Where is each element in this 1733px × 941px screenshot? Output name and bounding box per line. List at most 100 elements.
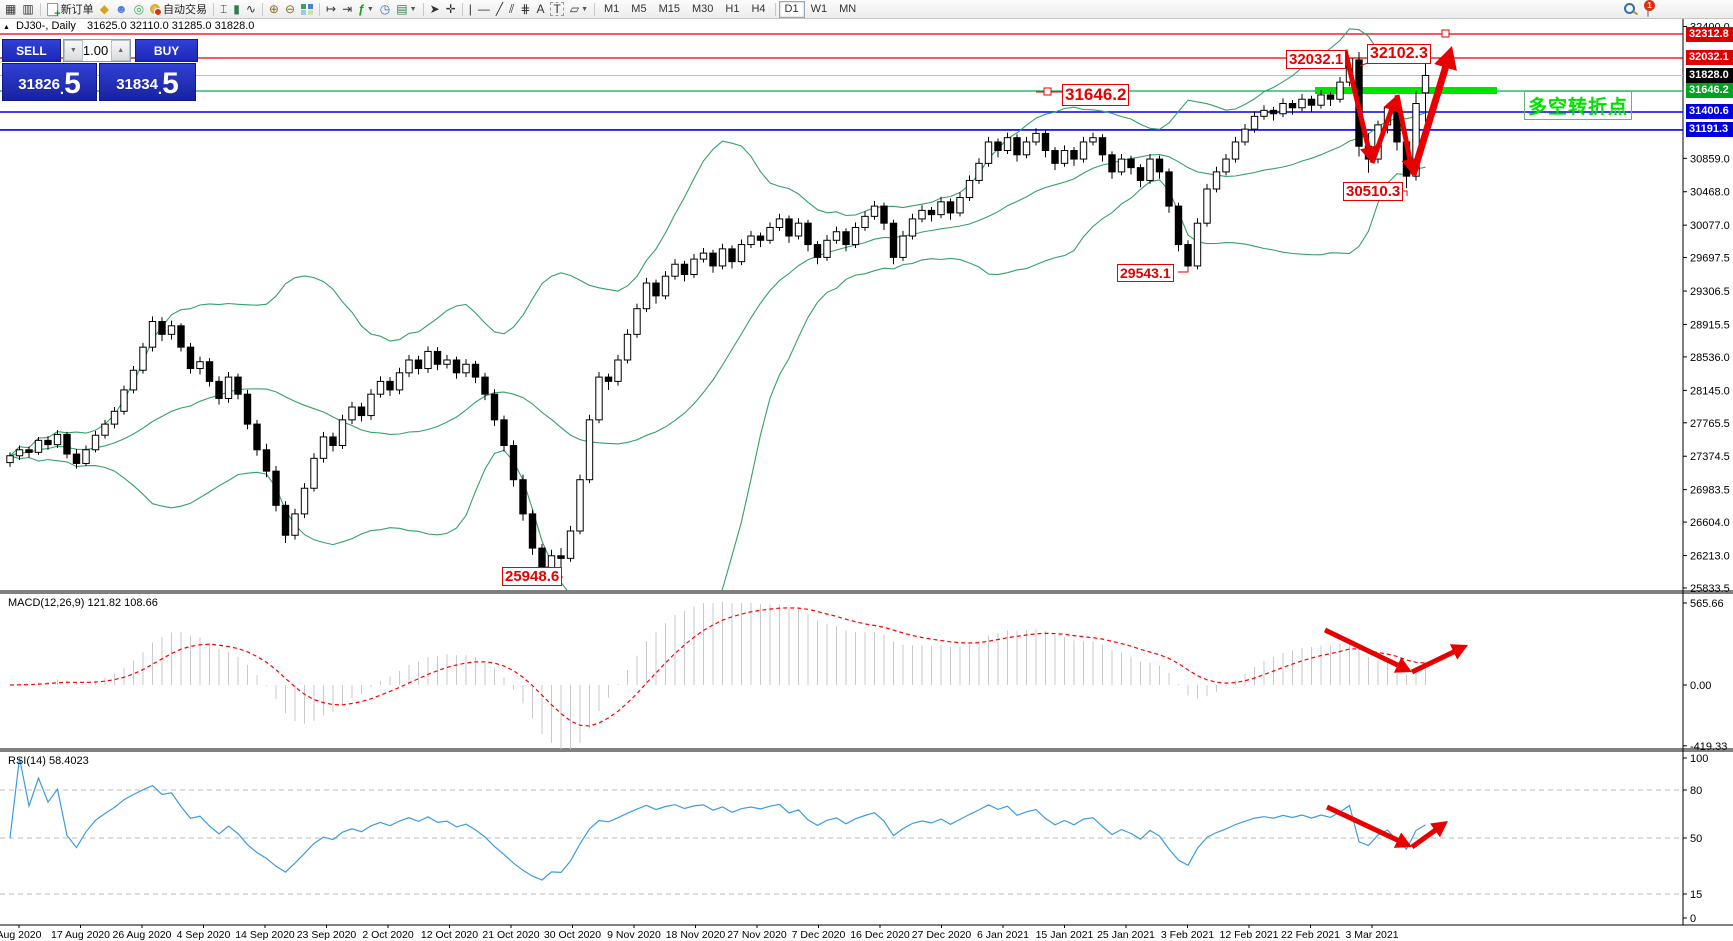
turning-point-text[interactable]: 多空转折点	[1524, 91, 1633, 120]
notifications-icon[interactable]: 1	[1644, 0, 1655, 17]
text-tool-icon[interactable]: A	[536, 2, 545, 16]
indicators-icon[interactable]: ƒ ▼	[358, 2, 374, 16]
volume-field[interactable]: ▼ 1.00 ▲	[62, 39, 132, 62]
timeframe-D1[interactable]: D1	[778, 0, 805, 18]
timeframe-M5[interactable]: M5	[631, 3, 647, 15]
search-icon[interactable]	[1624, 2, 1635, 17]
shapes-icon[interactable]: ▱ ▼	[569, 2, 588, 16]
new-order-button[interactable]: 新订单	[44, 1, 97, 20]
candle	[927, 209, 936, 216]
price-annotation-32032.1[interactable]: 32032.1	[1286, 50, 1347, 69]
price-annotation-30510.3[interactable]: 30510.3	[1343, 182, 1404, 201]
candle	[842, 231, 850, 246]
timeframe-M15[interactable]: M15	[658, 3, 680, 15]
candle	[129, 369, 138, 391]
chart-shift-icon[interactable]: ⇥	[342, 2, 353, 16]
candle	[72, 453, 81, 464]
candle	[1203, 188, 1211, 224]
svg-text:26213.0: 26213.0	[1690, 551, 1730, 563]
bar-chart-icon[interactable]: ⌶	[220, 2, 228, 16]
price-chip-31400.6: 31400.6	[1686, 104, 1733, 120]
svg-text:29306.5: 29306.5	[1690, 286, 1730, 298]
price-annotation-25948.6[interactable]: 25948.6	[502, 567, 563, 586]
auto-scroll-icon[interactable]: ↦	[326, 2, 337, 16]
candle	[234, 376, 242, 395]
candle	[1117, 158, 1126, 173]
candle	[576, 479, 584, 532]
candle	[728, 248, 736, 263]
crosshair-icon[interactable]: ✛	[445, 2, 456, 16]
highlight-zone[interactable]	[1315, 87, 1497, 94]
candle	[946, 201, 955, 214]
signals-icon[interactable]: ◎	[133, 2, 145, 16]
bid-price[interactable]: 31826 . 5	[2, 63, 97, 101]
ask-price[interactable]: 31834 . 5	[99, 63, 196, 101]
candle	[889, 222, 898, 258]
candle	[481, 376, 489, 395]
candle	[813, 244, 822, 258]
candle	[1079, 141, 1088, 160]
new-order-label: 新订单	[60, 4, 94, 16]
candle	[1089, 137, 1097, 143]
candle	[965, 179, 974, 199]
candle	[243, 393, 252, 425]
volume-value[interactable]: 1.00	[82, 43, 109, 58]
title-ohlc: 31625.0 32110.0 31285.0 31828.0	[86, 20, 255, 32]
zoom-in-icon[interactable]: ⊕	[268, 2, 279, 16]
price-annotation-29543.1[interactable]: 29543.1	[1117, 264, 1174, 282]
trend-arrows[interactable]	[1323, 46, 1468, 850]
candle	[253, 423, 261, 451]
candle	[414, 359, 423, 370]
buy-button[interactable]: BUY	[135, 39, 198, 62]
sell-button[interactable]: SELL	[2, 39, 61, 62]
timeframe-H1[interactable]: H1	[725, 3, 740, 15]
candle	[718, 248, 727, 267]
volume-decrease-button[interactable]: ▼	[63, 40, 83, 61]
candle	[652, 282, 660, 297]
candle	[823, 239, 831, 258]
svg-text:0.00: 0.00	[1690, 680, 1711, 692]
macd-panel	[9, 601, 1426, 749]
notification-badge: 1	[1644, 0, 1655, 11]
chart-window-icon[interactable]: ▦	[5, 2, 17, 16]
channel-icon[interactable]: ⫽	[509, 2, 515, 16]
timeframe-M30[interactable]: M30	[691, 3, 714, 15]
candlestick-chart-icon[interactable]: ▮	[233, 2, 240, 16]
line-chart-icon[interactable]: ∿	[245, 2, 256, 16]
expert-advisors-icon[interactable]: ◆	[99, 2, 109, 16]
tile-windows-icon[interactable]	[298, 1, 316, 18]
zoom-out-icon[interactable]: ⊖	[284, 2, 296, 16]
svg-text:80: 80	[1690, 785, 1702, 797]
candle	[661, 275, 670, 297]
fibonacci-icon[interactable]: ⋕	[520, 2, 531, 16]
cursor-icon[interactable]: ➤	[429, 2, 440, 16]
svg-text:28145.0: 28145.0	[1690, 385, 1730, 397]
candle	[462, 363, 470, 374]
candle	[709, 252, 717, 267]
trendline-icon[interactable]: ╱	[495, 2, 504, 16]
vertical-line-icon[interactable]: |	[468, 2, 472, 16]
label-tool-icon[interactable]: T	[547, 1, 566, 18]
candle	[680, 263, 689, 275]
price-annotation-31646.2[interactable]: 31646.2	[1062, 84, 1130, 106]
drawing-handle[interactable]	[1043, 87, 1052, 96]
candle	[15, 449, 24, 457]
horizontal-line-icon[interactable]: —	[477, 2, 490, 16]
candle	[1051, 150, 1059, 164]
volume-increase-button[interactable]: ▲	[111, 40, 131, 61]
candle	[433, 350, 442, 365]
autotrade-button[interactable]: 自动交易	[147, 1, 210, 18]
timeframe-MN[interactable]: MN	[839, 3, 857, 15]
timeframe-M1[interactable]: M1	[604, 3, 620, 15]
timeframe-H4[interactable]: H4	[751, 3, 766, 15]
candle	[747, 235, 755, 246]
timeframe-W1[interactable]: W1	[810, 3, 828, 15]
periods-clock-icon[interactable]: ◷	[379, 2, 391, 16]
price-annotation-32102.3[interactable]: 32102.3	[1367, 44, 1431, 64]
templates-icon[interactable]: ▤ ▼	[396, 2, 417, 16]
svg-text:15 Jan 2021: 15 Jan 2021	[1036, 929, 1094, 941]
market-watch-icon[interactable]: ▥	[22, 2, 34, 16]
community-icon[interactable]: ☻	[114, 2, 128, 16]
drawing-handle[interactable]	[1441, 29, 1450, 38]
